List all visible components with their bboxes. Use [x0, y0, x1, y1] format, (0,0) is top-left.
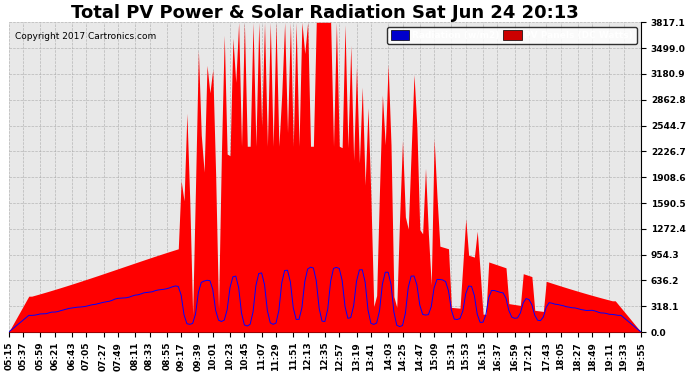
Text: Copyright 2017 Cartronics.com: Copyright 2017 Cartronics.com — [15, 32, 156, 40]
Legend: Radiation (w/m2), PV Panels (DC Watts): Radiation (w/m2), PV Panels (DC Watts) — [387, 27, 637, 44]
Title: Total PV Power & Solar Radiation Sat Jun 24 20:13: Total PV Power & Solar Radiation Sat Jun… — [71, 4, 579, 22]
